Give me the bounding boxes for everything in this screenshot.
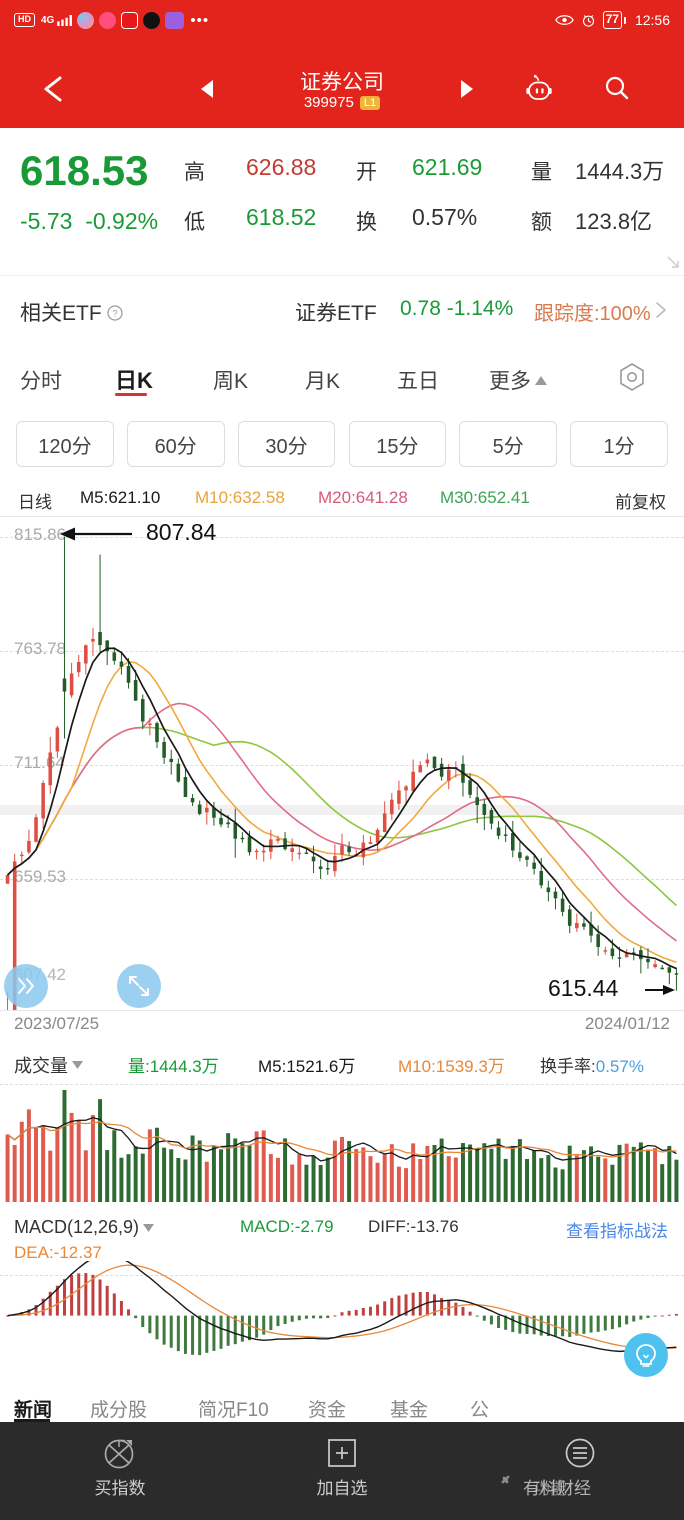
- svg-text:?: ?: [112, 308, 117, 318]
